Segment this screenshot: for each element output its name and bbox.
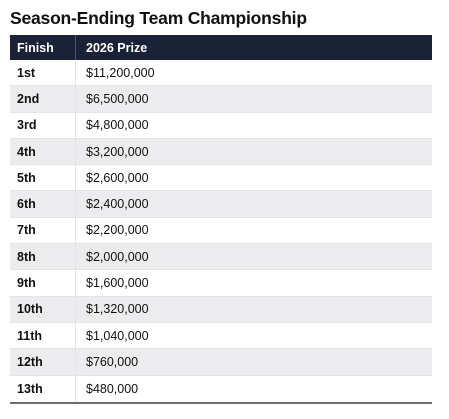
- prize-table: Finish 2026 Prize 1st $11,200,000 2nd $6,50…: [10, 35, 432, 404]
- prize-cell: $6,500,000: [86, 91, 149, 106]
- table-row: 6th $2,400,000: [10, 191, 432, 218]
- table-row: 13th $480,000: [10, 375, 432, 402]
- prize-cell: $760,000: [86, 354, 139, 369]
- finish-cell: 5th: [10, 165, 76, 191]
- table-row: 3rd $4,800,000: [10, 112, 432, 139]
- finish-cell: 7th: [10, 217, 76, 244]
- header-finish: Finish: [10, 35, 76, 60]
- finish-cell: 9th: [10, 270, 76, 296]
- table-row: 2nd $6,500,000: [10, 86, 432, 113]
- finish-cell: 11th: [10, 322, 76, 349]
- table-row: 9th $1,600,000: [10, 270, 432, 297]
- table-header-row: Finish 2026 Prize: [10, 35, 432, 60]
- table-row: 5th $2,600,000: [10, 165, 432, 192]
- finish-cell: 3rd: [10, 112, 76, 138]
- finish-cell: 6th: [10, 191, 76, 217]
- table-row: 1st $11,200,000: [10, 60, 432, 87]
- finish-cell: 13th: [10, 375, 76, 402]
- prize-cell: $2,400,000: [86, 197, 149, 212]
- prize-cell: $1,600,000: [86, 276, 149, 291]
- table-row: 11th $1,040,000: [10, 322, 432, 350]
- table-row: 12th $760,000: [10, 349, 432, 376]
- table-row: 4th $3,200,000: [10, 138, 432, 166]
- prize-cell: $2,200,000: [86, 223, 149, 238]
- prize-cell: $480,000: [86, 381, 139, 396]
- table-row: 8th $2,000,000: [10, 244, 432, 271]
- prize-cell: $2,600,000: [86, 170, 149, 185]
- prize-cell: $1,040,000: [86, 328, 149, 343]
- finish-cell: 2nd: [10, 86, 76, 112]
- finish-cell: 12th: [10, 349, 76, 375]
- prize-cell: $1,320,000: [86, 302, 149, 317]
- finish-cell: 10th: [10, 296, 76, 322]
- table-body: 1st $11,200,000 2nd $6,500,000 3rd $4,800,000…: [10, 60, 432, 402]
- prize-cell: $2,000,000: [86, 249, 149, 264]
- prize-cell: $11,200,000: [86, 65, 155, 80]
- prize-cell: $4,800,000: [86, 118, 149, 133]
- table-row: 10th $1,320,000: [10, 296, 432, 323]
- header-prize: 2026 Prize: [86, 40, 148, 55]
- table-row: 7th $2,200,000: [10, 217, 432, 245]
- page-title: Season-Ending Team Championship: [10, 8, 307, 28]
- finish-cell: 1st: [10, 60, 76, 86]
- finish-cell: 4th: [10, 138, 76, 165]
- finish-cell: 8th: [10, 244, 76, 270]
- prize-cell: $3,200,000: [86, 144, 149, 159]
